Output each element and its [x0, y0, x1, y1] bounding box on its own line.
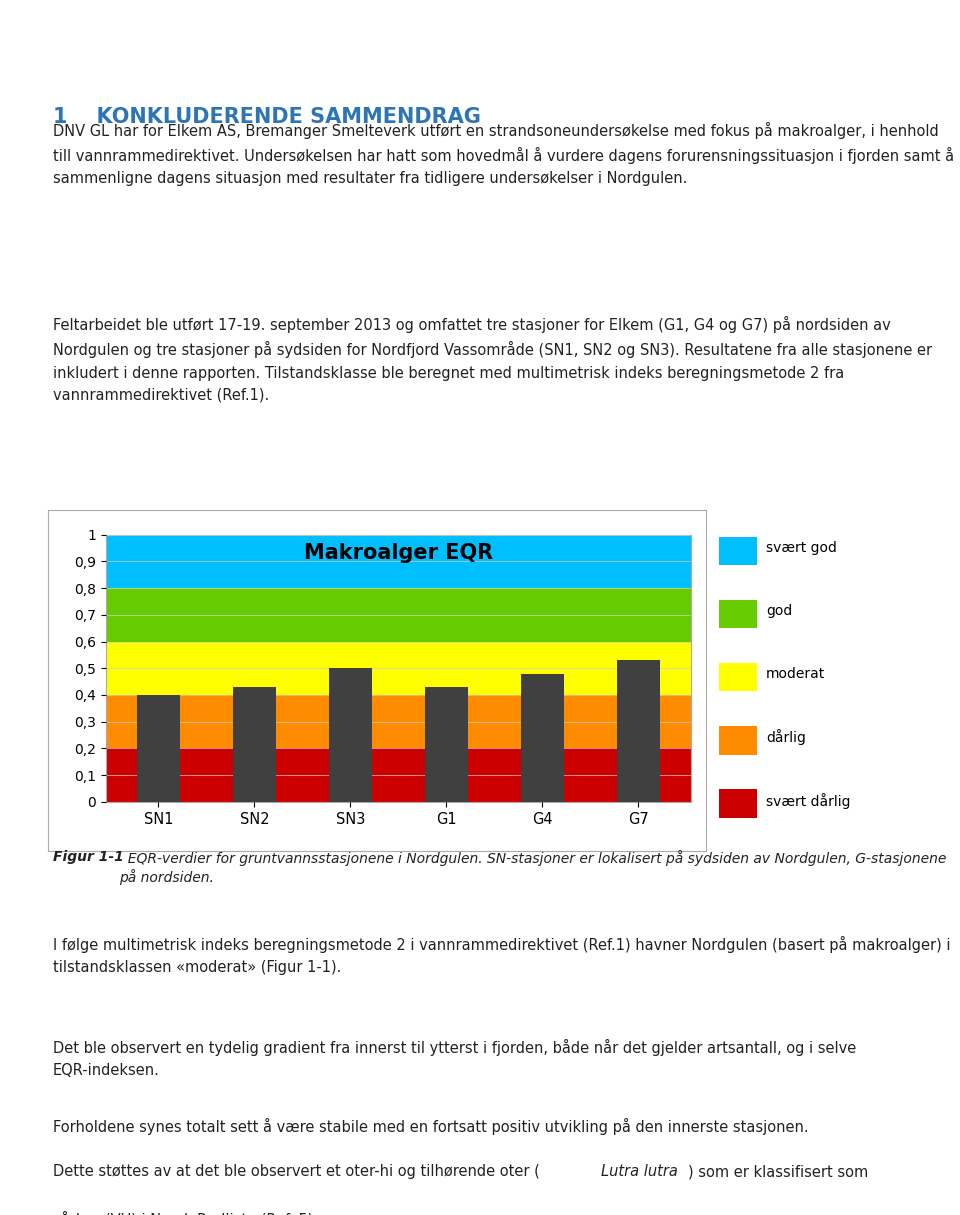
Text: dårlig: dårlig: [766, 729, 805, 746]
Bar: [106, 535, 691, 588]
Bar: [425, 686, 468, 802]
Text: 1    KONKLUDERENDE SAMMENDRAG: 1 KONKLUDERENDE SAMMENDRAG: [53, 107, 481, 126]
Bar: [617, 660, 660, 802]
Text: ) som er klassifisert som: ) som er klassifisert som: [688, 1164, 869, 1180]
Text: I følge multimetrisk indeks beregningsmetode 2 i vannrammedirektivet (Ref.1) hav: I følge multimetrisk indeks beregningsme…: [53, 936, 950, 974]
Bar: [233, 686, 276, 802]
Bar: [106, 748, 691, 802]
Text: DNV GL har for Elkem AS, Bremanger Smelteverk utført en strandsoneundersøkelse m: DNV GL har for Elkem AS, Bremanger Smelt…: [53, 122, 954, 186]
Bar: [719, 790, 757, 818]
Text: svært dårlig: svært dårlig: [766, 792, 851, 809]
Text: EQR-verdier for gruntvannsstasjonene i Nordgulen. SN-stasjoner er lokalisert på : EQR-verdier for gruntvannsstasjonene i N…: [119, 850, 947, 885]
Text: Dette støttes av at det ble observert et oter-hi og tilhørende oter (: Dette støttes av at det ble observert et…: [53, 1164, 540, 1180]
Text: Forholdene synes totalt sett å være stabile med en fortsatt positiv utvikling på: Forholdene synes totalt sett å være stab…: [53, 1118, 808, 1135]
Text: svært god: svært god: [766, 541, 837, 555]
Bar: [719, 663, 757, 691]
Bar: [719, 727, 757, 755]
Text: moderat: moderat: [766, 667, 826, 682]
Text: god: god: [766, 604, 792, 618]
Bar: [106, 642, 691, 695]
Bar: [106, 588, 691, 642]
Bar: [106, 695, 691, 748]
Text: Lutra lutra: Lutra lutra: [601, 1164, 678, 1180]
Bar: [719, 537, 757, 565]
Text: sårbar (VU) i Norsk Rødliste (Ref. 5).: sårbar (VU) i Norsk Rødliste (Ref. 5).: [53, 1210, 318, 1215]
Text: Figur 1-1: Figur 1-1: [53, 850, 124, 865]
Bar: [137, 695, 180, 802]
Bar: [719, 600, 757, 628]
Text: Makroalger EQR: Makroalger EQR: [303, 543, 493, 563]
Bar: [328, 668, 372, 802]
Text: Feltarbeidet ble utført 17-19. september 2013 og omfattet tre stasjoner for Elke: Feltarbeidet ble utført 17-19. september…: [53, 316, 932, 402]
Bar: [521, 673, 564, 802]
Text: Det ble observert en tydelig gradient fra innerst til ytterst i fjorden, både nå: Det ble observert en tydelig gradient fr…: [53, 1039, 856, 1078]
